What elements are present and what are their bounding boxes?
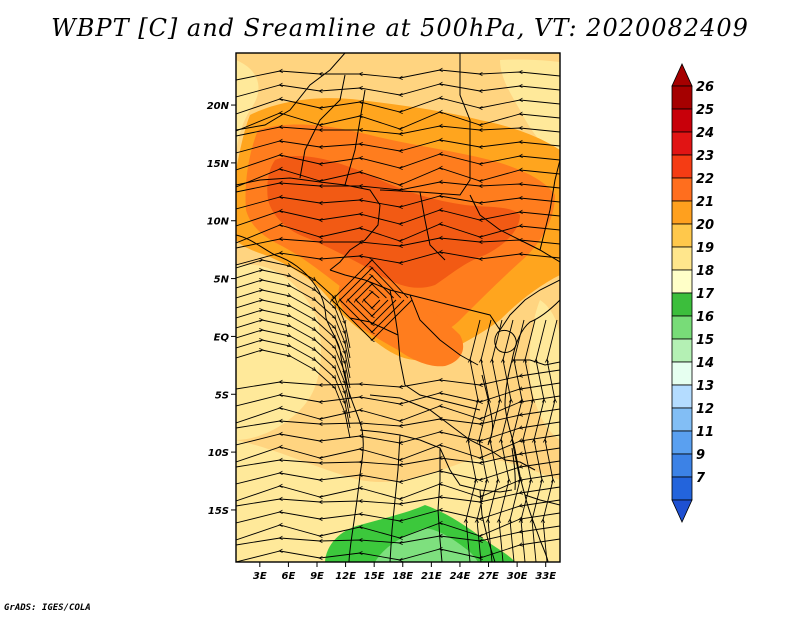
lat-tick-label: 5S xyxy=(215,390,229,401)
colorbar-swatch xyxy=(671,246,693,271)
lon-tick-label: 12E xyxy=(335,571,356,582)
colorbar-label: 21 xyxy=(696,195,714,210)
lat-tick-label: 10S xyxy=(208,448,229,459)
streamline xyxy=(332,260,413,340)
lat-tick-label: EQ xyxy=(214,332,230,343)
colorbar-swatch xyxy=(671,407,693,432)
wbpt-shading xyxy=(236,53,560,562)
lon-tick-label: 6E xyxy=(282,571,296,582)
colorbar-swatch xyxy=(671,453,693,478)
lon-tick-label: 30E xyxy=(507,571,528,582)
colorbar-swatch xyxy=(671,154,693,179)
colorbar-label: 24 xyxy=(696,126,714,141)
streamlines xyxy=(236,70,560,562)
lat-tick-label: 15N xyxy=(207,159,230,170)
streamline xyxy=(236,538,560,562)
lon-tick-label: 27E xyxy=(478,571,499,582)
lon-tick-label: 15E xyxy=(364,571,385,582)
colorbar-label: 17 xyxy=(696,287,715,302)
streamline xyxy=(466,319,481,562)
colorbar-swatch xyxy=(671,223,693,248)
colorbar-label: 15 xyxy=(696,333,714,348)
colorbar-swatch xyxy=(671,108,693,133)
lon-tick-label: 9E xyxy=(310,571,324,582)
colorbar-label: 19 xyxy=(696,241,714,256)
colorbar-label: 16 xyxy=(696,310,714,325)
colorbar-label: 26 xyxy=(696,80,714,95)
streamline xyxy=(488,319,503,562)
lat-tick-label: 5N xyxy=(214,275,230,286)
streamline xyxy=(236,238,560,249)
streamline xyxy=(236,252,560,266)
streamline xyxy=(236,196,560,210)
colorbar-swatch xyxy=(671,200,693,225)
colorbar-label: 22 xyxy=(696,172,714,187)
lake-victoria xyxy=(494,329,517,353)
streamline xyxy=(236,84,560,98)
colorbar-swatch xyxy=(671,476,693,501)
colorbar-label: 12 xyxy=(696,402,714,417)
colorbar-bottom-arrow xyxy=(671,499,693,523)
lon-tick-label: 33E xyxy=(535,571,556,582)
colorbar-swatch xyxy=(671,292,693,317)
streamline xyxy=(510,319,525,562)
colorbar-label: 7 xyxy=(696,471,706,486)
lon-tick-label: 18E xyxy=(392,571,413,582)
streamline xyxy=(532,319,547,562)
border-east xyxy=(499,159,560,506)
colorbar-swatch xyxy=(671,338,693,363)
lon-tick-label: 24E xyxy=(450,571,471,582)
colorbar-swatch xyxy=(671,430,693,455)
latitude-axis: 20N 15N 10N 5N EQ 5S 10S 15S xyxy=(207,101,236,517)
streamline xyxy=(236,70,560,81)
colorbar-label: 11 xyxy=(696,425,714,440)
colorbar-label: 13 xyxy=(696,379,714,394)
colorbar: 26 25 24 23 22 21 20 19 18 17 16 15 14 13 12 11 9 7 xyxy=(671,63,715,523)
lat-tick-label: 20N xyxy=(207,101,230,112)
longitude-axis: 3E 6E 9E 12E 15E 18E 21E 24E 27E 30E 33E xyxy=(253,562,556,582)
map-frame xyxy=(235,52,561,563)
colorbar-swatch xyxy=(671,177,693,202)
lon-tick-label: 21E xyxy=(421,571,442,582)
streamline xyxy=(477,319,492,562)
streamline xyxy=(521,319,536,562)
streamline xyxy=(236,126,560,137)
colorbar-swatch xyxy=(671,384,693,409)
map-panel xyxy=(236,53,560,562)
colorbar-label: 25 xyxy=(696,103,714,118)
colorbar-swatch xyxy=(671,131,693,156)
colorbar-label: 20 xyxy=(696,218,714,233)
chart-title: WBPT [C] and Sreamline at 500hPa, VT: 20… xyxy=(51,14,749,42)
lat-tick-label: 15S xyxy=(208,506,229,517)
colorbar-swatch xyxy=(671,361,693,386)
streamline xyxy=(543,319,558,562)
colorbar-label: 18 xyxy=(696,264,714,279)
colorbar-label: 23 xyxy=(696,149,714,164)
grads-credit: GrADS: IGES/COLA xyxy=(4,603,91,613)
colorbar-swatch xyxy=(671,269,693,294)
colorbar-swatch xyxy=(671,85,693,110)
colorbar-top-arrow xyxy=(671,63,693,87)
colorbar-label: 14 xyxy=(696,356,714,371)
lon-tick-label: 3E xyxy=(253,571,267,582)
colorbar-swatch xyxy=(671,315,693,340)
colorbar-label: 9 xyxy=(696,448,705,463)
lat-tick-label: 10N xyxy=(207,217,230,228)
streamline xyxy=(236,140,560,154)
streamline xyxy=(236,182,560,193)
streamline xyxy=(499,319,514,562)
